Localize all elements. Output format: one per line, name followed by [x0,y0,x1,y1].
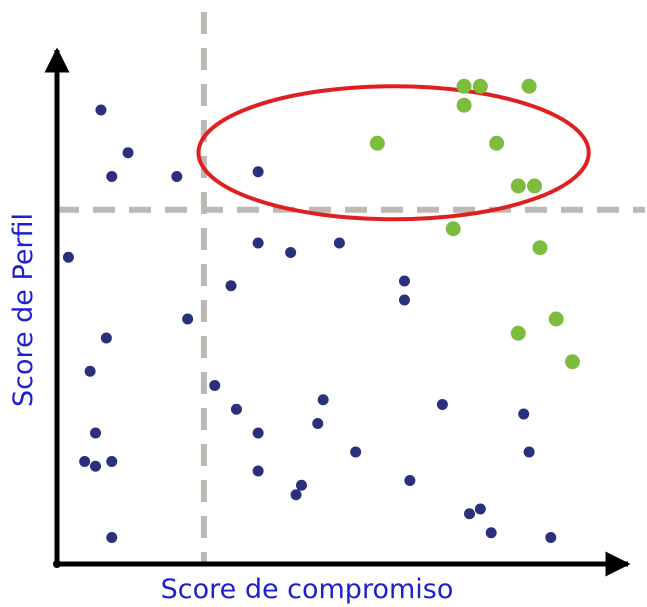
data-point [545,532,557,543]
y-axis-label: Score de Perfil [8,213,39,407]
data-point [510,325,526,341]
data-point [90,427,102,439]
data-point [350,446,362,458]
data-point [474,503,486,515]
data-point [472,78,488,94]
data-point [252,237,264,249]
data-point [225,280,237,292]
x-axis-label: Score de compromiso [161,574,454,605]
data-point [252,427,264,439]
data-point [285,247,297,258]
data-point [333,237,345,249]
data-point [456,78,472,94]
data-point [171,171,183,182]
data-point [106,456,118,467]
data-point [369,135,385,151]
data-point [209,380,221,391]
data-point [290,489,302,501]
data-point [95,104,107,116]
data-point [79,456,91,467]
origin-dot [53,560,61,568]
data-point [548,311,564,327]
data-point [252,166,264,178]
data-point [398,275,410,287]
data-point [532,240,548,256]
data-point [106,532,118,543]
data-point [489,135,505,151]
data-point [106,171,118,182]
data-point [100,332,112,344]
data-point [62,251,74,263]
axes [44,47,631,577]
data-point [404,475,416,486]
data-point [456,97,472,113]
data-point [230,403,242,415]
data-point [523,446,535,458]
data-point [122,147,134,159]
data-point [90,460,102,472]
data-point [84,365,96,377]
data-point [521,78,537,94]
data-point [445,221,461,237]
data-point [252,465,264,477]
data-point [398,294,410,306]
data-point [527,178,543,194]
data-point [295,479,307,491]
data-point [182,313,194,325]
data-point [564,354,580,370]
quadrant-dividers [57,12,645,562]
highlight-ellipse [196,84,591,222]
data-point [312,418,324,429]
data-point [485,527,497,539]
data-point [464,508,475,520]
data-point [317,394,329,406]
data-point [436,399,448,410]
data-points [62,78,580,543]
data-point [510,178,526,194]
data-point [518,408,530,420]
